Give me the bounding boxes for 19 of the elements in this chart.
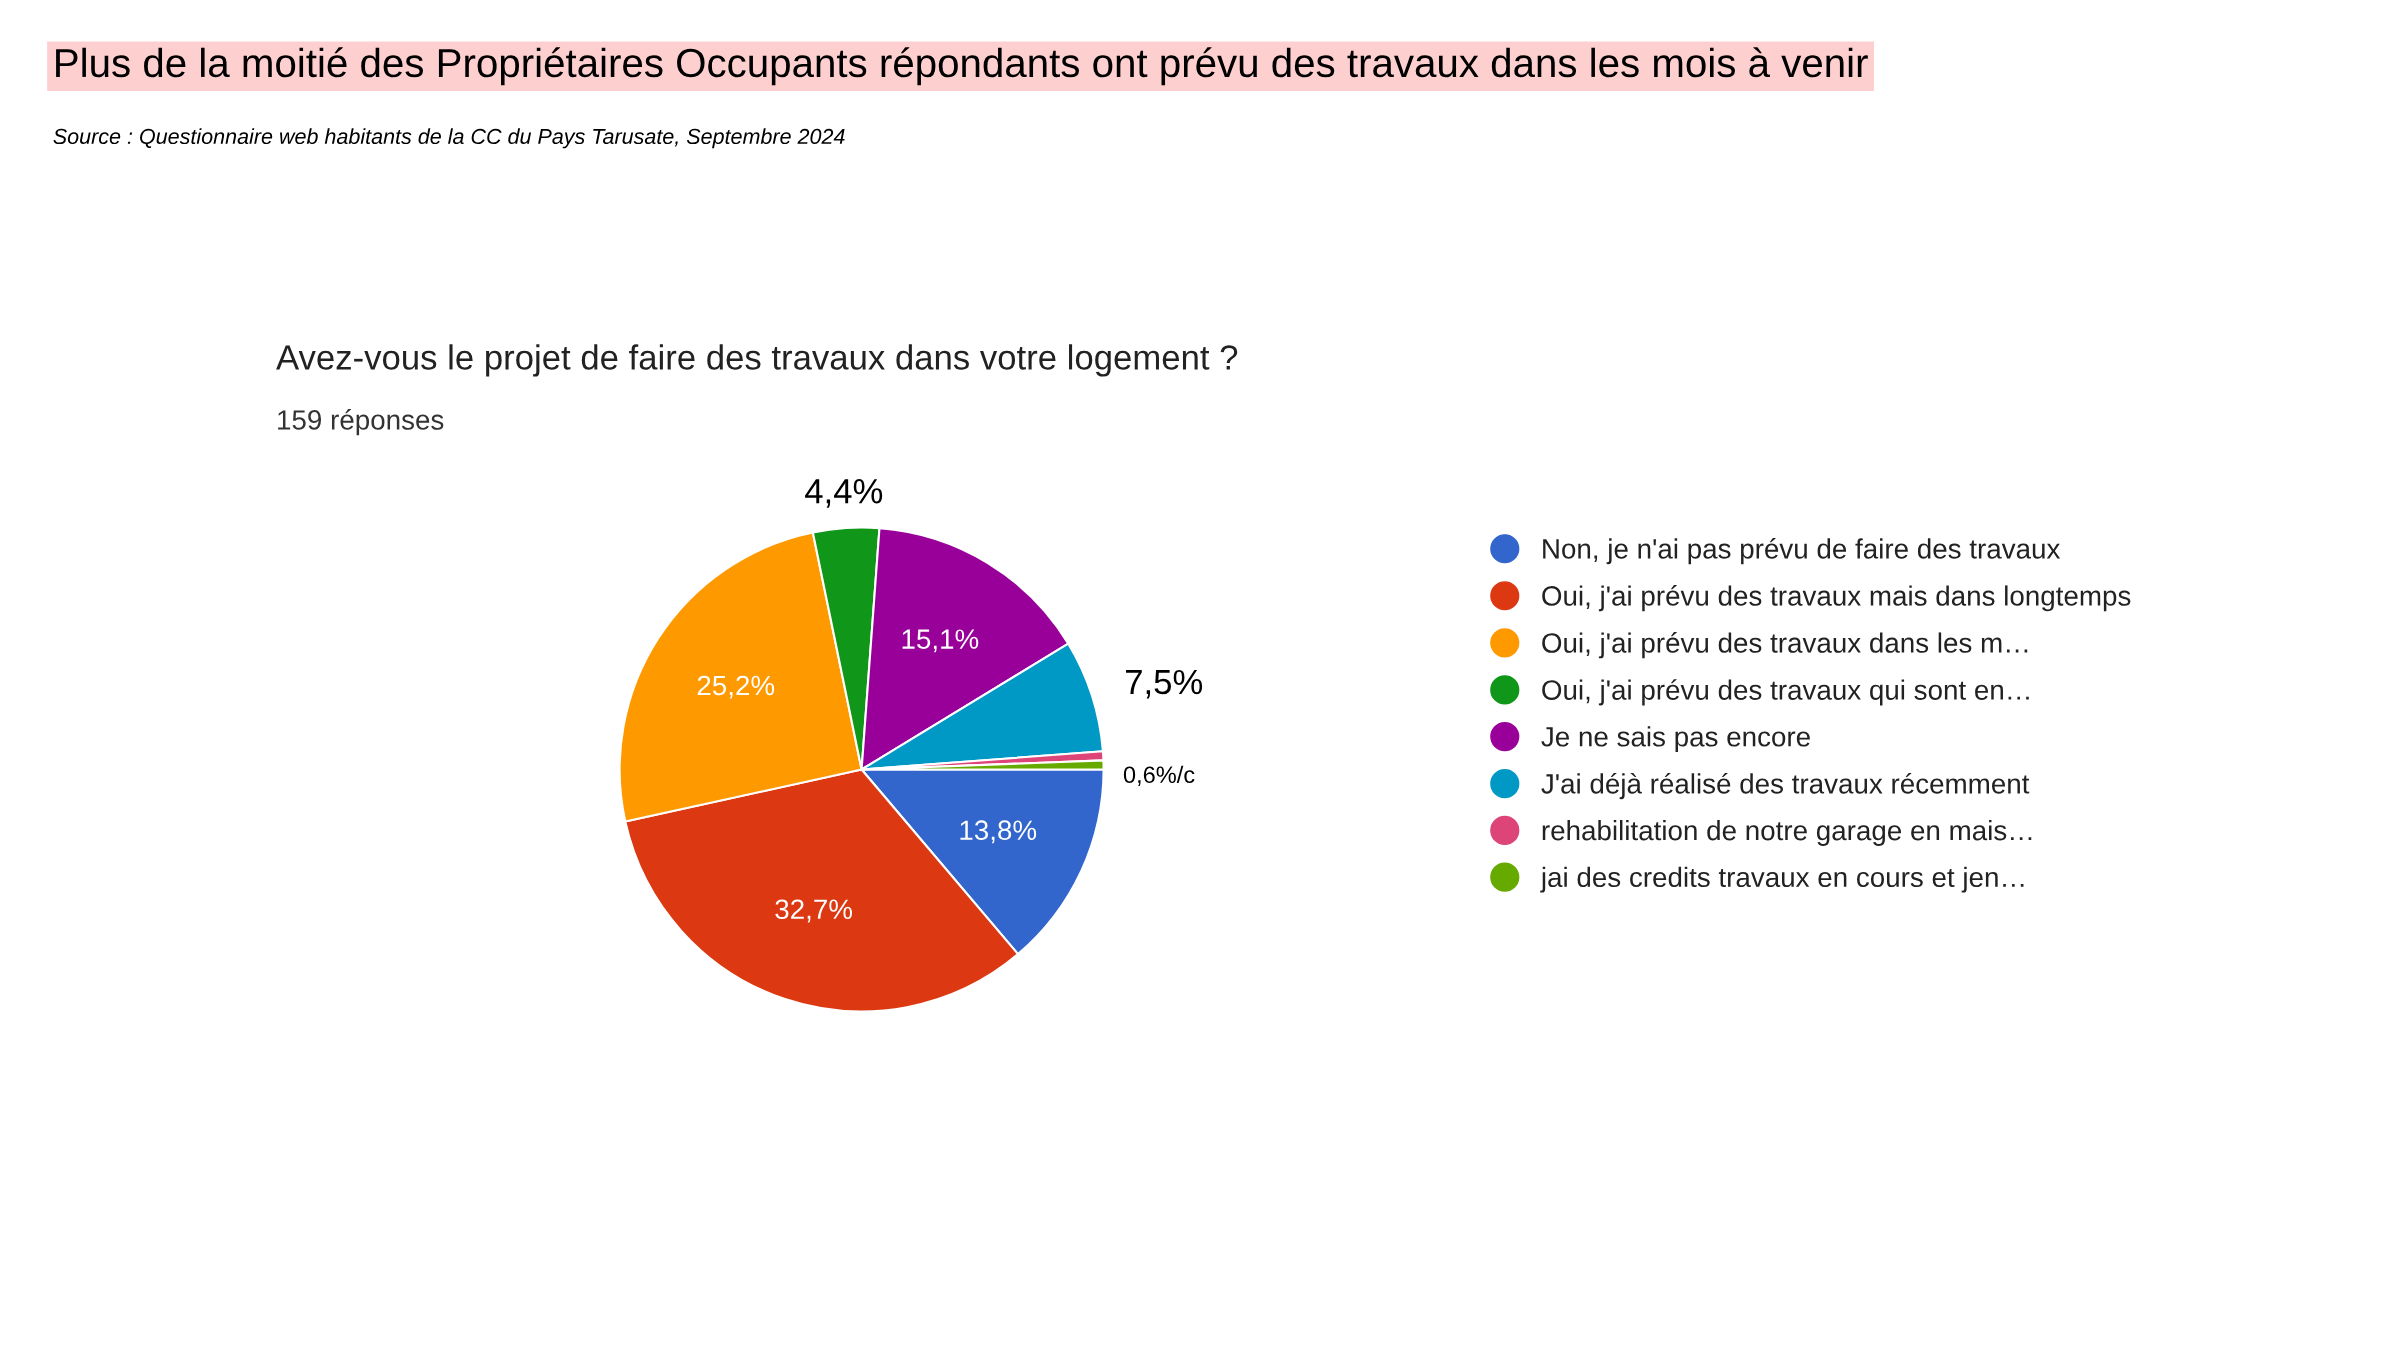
data-label: 4,4%	[805, 479, 883, 508]
data-label: 15,1%	[902, 629, 979, 653]
legend-label: Je ne sais pas encore	[1541, 726, 1810, 753]
data-label: 25,2%	[697, 675, 775, 699]
legend-label: Oui, j'ai prévu des travaux dans les m…	[1542, 632, 2028, 659]
legend-label: Oui, j'ai prévu des travaux mais dans longtemps	[1542, 585, 2131, 612]
legend-label: J'ai déjà réalisé des travaux récemment	[1541, 772, 2030, 800]
chart-subtitle: Avez-vous le projet de faire des travaux dans votre logement ?	[276, 344, 1238, 377]
data-label: 7,5%	[1125, 669, 1203, 699]
legend-label: Non, je n'ai pas prévu de faire des travaux	[1543, 538, 2061, 565]
source-note: Source : Questionnaire web habitants de la CC du Pays Tarusate, Septembre 2024	[53, 128, 845, 149]
data-label: 32,7%	[775, 899, 853, 923]
data-label: 0,6%/c	[1123, 765, 1195, 786]
legend-label: Oui, j'ai prévu des travaux qui sont en…	[1542, 679, 2029, 706]
text: 159 réponses	[278, 409, 444, 436]
data-label: 13,8%	[960, 820, 1037, 844]
legend-label: rehabilitation de notre garage en mais…	[1542, 819, 2032, 846]
chart-title: Plus de la moitié des Propriétaires Occupants répondants ont prévu des travaux dans les mois à venir	[56, 47, 1868, 86]
legend-label: jai des credits travaux en cours et jen…	[1540, 866, 2024, 893]
